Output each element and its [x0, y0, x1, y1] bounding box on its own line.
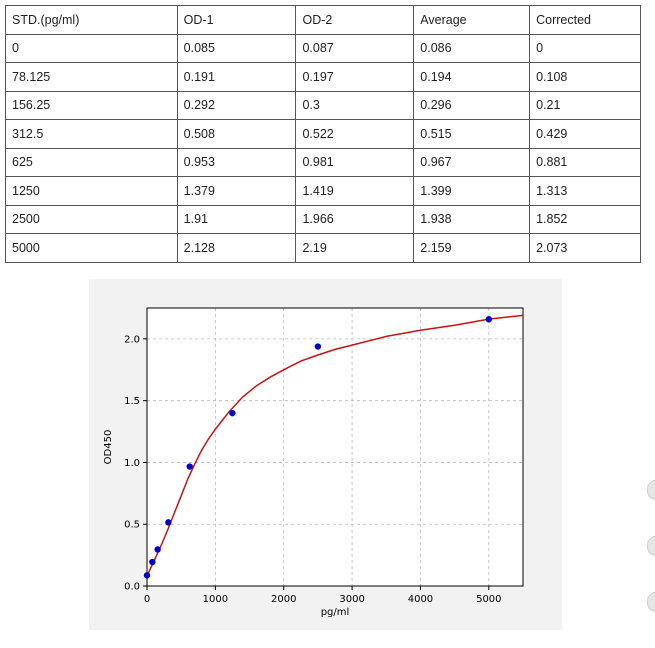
table-cell: 1.938: [413, 204, 531, 234]
table-cell: 0.953: [176, 147, 297, 177]
table-cell: 0.087: [295, 33, 415, 63]
x-tick-label: 5000: [476, 594, 501, 605]
table-cell: 1.379: [176, 176, 297, 206]
table-row: 1250 1.379 1.419 1.399 1.313: [5, 176, 641, 206]
table-cell: 2.159: [413, 233, 531, 263]
data-point: [186, 463, 193, 470]
table-cell: 0.522: [295, 119, 415, 149]
standard-curve-panel: 0 1000 2000 3000 4000 5000 0.0 0.5 1.0 1.5 2.0 pg/m…: [89, 279, 562, 630]
table-cell: 312.5: [5, 119, 178, 149]
x-tick-label: 2000: [271, 594, 296, 605]
data-point: [485, 316, 493, 323]
y-tick-label: 0.5: [124, 520, 140, 531]
table-row: 625 0.953 0.981 0.967 0.881: [5, 147, 641, 177]
table-row: 5000 2.128 2.19 2.159 2.073: [5, 233, 641, 263]
edge-tab-mark: [647, 536, 655, 556]
x-axis-label: pg/ml: [321, 607, 350, 618]
fit-curve: [146, 314, 524, 577]
y-tick-label: 2.0: [124, 334, 140, 345]
table-header-row: STD.(pg/ml) OD-1 OD-2 Average Corrected: [5, 5, 641, 35]
table-row: 156.25 0.292 0.3 0.296 0.21: [5, 90, 641, 120]
y-tick-label: 1.5: [124, 396, 140, 407]
table-header-cell: Average: [413, 5, 531, 35]
y-tick-label: 0.0: [124, 582, 140, 593]
data-point: [149, 558, 156, 566]
x-tick-label: 3000: [339, 594, 364, 605]
table-row: 2500 1.91 1.966 1.938 1.852: [5, 204, 641, 234]
table-cell: 0.085: [176, 33, 297, 63]
table-cell: 625: [5, 147, 178, 177]
data-point: [143, 572, 151, 579]
plot-area: [147, 308, 523, 586]
table-cell: 0.086: [413, 33, 531, 63]
table-header-cell: STD.(pg/ml): [5, 5, 178, 35]
table-cell: 1.852: [529, 204, 641, 234]
edge-tab-mark: [647, 592, 655, 612]
table-cell: 2500: [5, 204, 178, 234]
y-axis-label: OD450: [103, 430, 114, 465]
table-cell: 78.125: [5, 62, 178, 92]
data-point: [154, 546, 161, 553]
edge-decorations: [647, 480, 655, 648]
y-tick-label: 1.0: [124, 458, 140, 469]
table-cell: 1.966: [295, 204, 415, 234]
table-cell: 0.515: [413, 119, 531, 149]
edge-tab-mark: [647, 480, 655, 500]
table-cell: 0.981: [295, 147, 415, 177]
table-cell: 0.194: [413, 62, 531, 92]
table-cell: 1.91: [176, 204, 297, 234]
table-cell: 0.967: [413, 147, 531, 177]
table-cell: 0.108: [529, 62, 641, 92]
table-cell: 5000: [5, 233, 178, 263]
data-point: [314, 343, 322, 350]
table-header-cell: OD-2: [295, 5, 415, 35]
table-cell: 2.073: [529, 233, 641, 263]
table-row: 0 0.085 0.087 0.086 0: [5, 33, 641, 63]
standard-curve-chart: 0 1000 2000 3000 4000 5000 0.0 0.5 1.0 1.5 2.0 pg/m…: [103, 307, 524, 618]
table-cell: 0.508: [176, 119, 297, 149]
table-cell: 0.21: [529, 90, 641, 120]
table-cell: 0: [5, 33, 178, 63]
table-cell: 0: [529, 33, 641, 63]
x-tick-label: 0: [144, 594, 150, 605]
table-cell: 1.313: [529, 176, 641, 206]
table-cell: 1.419: [295, 176, 415, 206]
data-point: [165, 519, 172, 526]
table-header-cell: Corrected: [529, 5, 641, 35]
x-tick-label: 1000: [203, 594, 228, 605]
table-cell: 0.292: [176, 90, 297, 120]
plot-frame: [146, 307, 524, 587]
table-header-cell: OD-1: [176, 5, 297, 35]
table-row: 78.125 0.191 0.197 0.194 0.108: [5, 62, 641, 92]
table-cell: 0.197: [295, 62, 415, 92]
table-cell: 0.429: [529, 119, 641, 149]
table-row: 312.5 0.508 0.522 0.515 0.429: [5, 119, 641, 149]
data-point: [229, 409, 236, 417]
table-cell: 0.3: [295, 90, 415, 120]
standards-table: STD.(pg/ml) OD-1 OD-2 Average Corrected 0 0.08…: [5, 5, 641, 263]
table-cell: 2.19: [295, 233, 415, 263]
table-cell: 156.25: [5, 90, 178, 120]
table-cell: 0.191: [176, 62, 297, 92]
table-cell: 0.881: [529, 147, 641, 177]
table-cell: 2.128: [176, 233, 297, 263]
x-tick-label: 4000: [408, 594, 433, 605]
table-cell: 1250: [5, 176, 178, 206]
table-cell: 0.296: [413, 90, 531, 120]
table-cell: 1.399: [413, 176, 531, 206]
